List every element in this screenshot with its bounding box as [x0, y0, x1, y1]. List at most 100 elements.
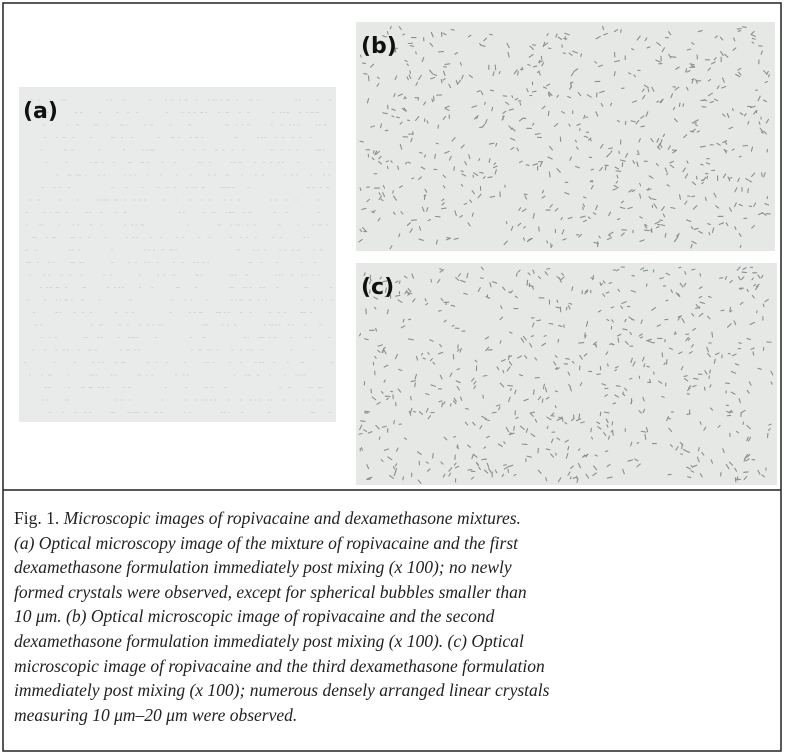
texture [379, 437, 380, 439]
texture [544, 336, 546, 337]
texture [512, 96, 513, 98]
texture [500, 341, 501, 344]
texture [556, 307, 561, 308]
texture [482, 459, 487, 460]
texture [671, 57, 676, 58]
texture [566, 359, 570, 360]
texture [468, 470, 472, 471]
texture [451, 29, 454, 30]
texture [480, 127, 483, 128]
texture [508, 355, 509, 359]
texture [566, 307, 567, 310]
texture [547, 268, 550, 269]
texture [442, 403, 443, 407]
figure-page: (a) (b) (c) Fig. 1. Microscopic images o… [0, 0, 785, 755]
texture [651, 342, 655, 343]
texture [737, 29, 741, 30]
texture [368, 76, 369, 81]
texture [581, 54, 582, 57]
texture [452, 325, 454, 326]
texture [558, 339, 559, 342]
texture [423, 358, 425, 359]
caption-line: dexamethasone formulation immediately po… [14, 629, 774, 654]
texture [360, 141, 363, 142]
texture [514, 426, 515, 430]
texture [427, 121, 428, 123]
texture [436, 216, 441, 217]
texture [530, 412, 534, 413]
texture [708, 224, 711, 225]
texture [438, 311, 441, 312]
texture [604, 412, 609, 413]
texture [712, 332, 713, 337]
texture [403, 477, 404, 480]
texture [679, 103, 680, 106]
texture [557, 300, 558, 302]
texture [641, 126, 644, 127]
texture [490, 90, 493, 91]
texture [555, 391, 557, 392]
caption-line: dexamethasone formulation immediately po… [14, 555, 774, 580]
texture [591, 169, 593, 170]
texture [617, 219, 620, 220]
micrograph-a [19, 87, 336, 422]
caption-text: Microscopic images of ropivacaine and de… [64, 508, 521, 528]
texture [608, 364, 609, 366]
texture [490, 196, 494, 197]
texture [490, 34, 493, 35]
texture [687, 414, 690, 415]
texture [397, 117, 400, 118]
texture [410, 71, 411, 74]
texture [721, 310, 724, 311]
texture [707, 176, 708, 179]
texture [632, 275, 634, 276]
texture [445, 64, 450, 65]
texture [433, 453, 434, 458]
texture [666, 300, 668, 301]
texture [648, 188, 649, 190]
caption-line: formed crystals were observed, except fo… [14, 580, 774, 605]
panel-label: (b) [361, 34, 397, 59]
texture [609, 148, 613, 149]
texture [763, 304, 764, 307]
texture [692, 196, 695, 197]
texture [518, 72, 519, 76]
texture [461, 171, 463, 172]
panel-label: (c) [361, 275, 394, 300]
texture [687, 452, 689, 453]
texture [488, 177, 492, 178]
texture [436, 143, 438, 144]
texture [365, 411, 370, 412]
texture [412, 220, 417, 221]
texture [647, 366, 650, 367]
texture [442, 208, 447, 209]
texture [373, 151, 374, 153]
texture [537, 320, 541, 321]
texture [704, 387, 705, 390]
texture [733, 109, 734, 111]
texture [483, 395, 484, 398]
texture [363, 63, 366, 64]
caption-line: (a) Optical microscopy image of the mixt… [14, 531, 774, 556]
texture [542, 399, 543, 402]
texture [547, 426, 548, 428]
caption-line: microscopic image of ropivacaine and the… [14, 654, 774, 679]
texture [495, 65, 496, 70]
texture [665, 340, 666, 342]
texture [549, 172, 550, 177]
texture [720, 278, 723, 279]
texture [727, 415, 730, 416]
caption-line: 10 μm. (b) Optical microscopic image of … [14, 604, 774, 629]
caption-line: immediately post mixing (x 100); numerou… [14, 678, 774, 703]
texture [579, 414, 580, 419]
texture [683, 104, 684, 106]
texture [447, 237, 450, 238]
texture [662, 396, 665, 397]
texture [535, 134, 540, 135]
texture [548, 111, 549, 115]
texture [618, 338, 619, 342]
texture [450, 404, 451, 406]
texture [411, 396, 412, 399]
texture [753, 352, 754, 355]
texture [361, 421, 365, 422]
